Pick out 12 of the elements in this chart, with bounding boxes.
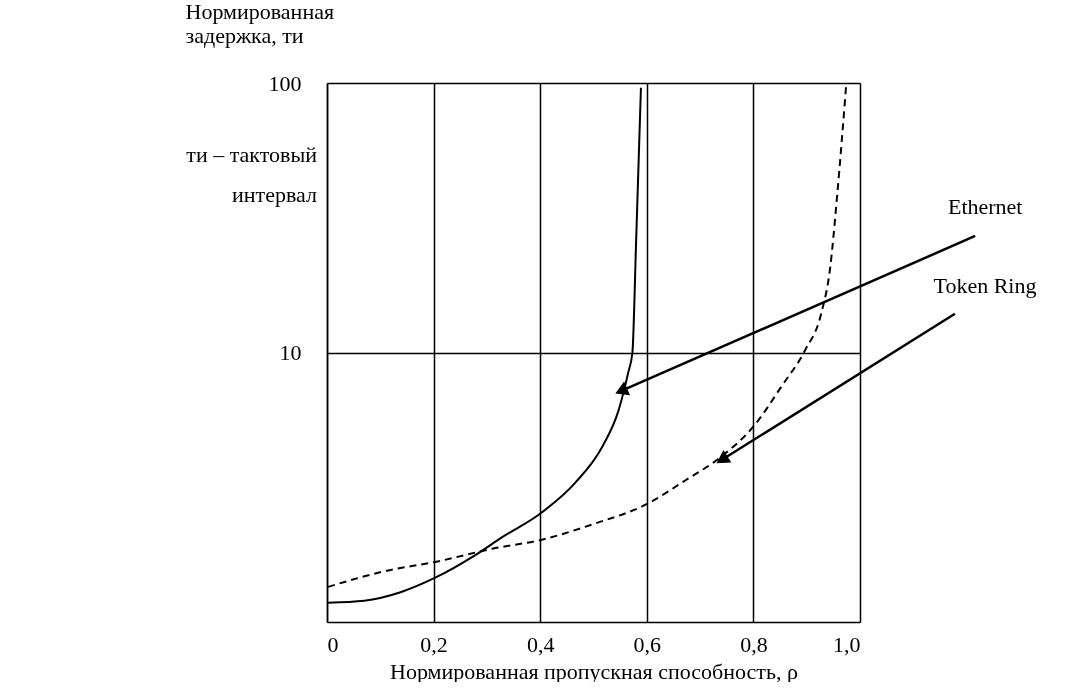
y-axis-title: Нормированная задержка, ти [185, 0, 335, 48]
x-tick-label: 0,8 [740, 631, 768, 657]
x-tick-label: 0,2 [420, 631, 448, 657]
y-tick-label: 100 [268, 70, 302, 96]
annotation: Token Ring [933, 272, 1037, 298]
text: ти – тактовый интервал [186, 142, 318, 207]
annotation: Ethernet [947, 193, 1023, 219]
x-tick-label: 0 [327, 631, 339, 657]
x-tick-label: 1,0 [833, 631, 861, 657]
x-tick-label: 0,4 [526, 631, 555, 657]
y-tick-label: 10 [279, 340, 302, 365]
x-tick-label: 0,6 [633, 631, 662, 657]
